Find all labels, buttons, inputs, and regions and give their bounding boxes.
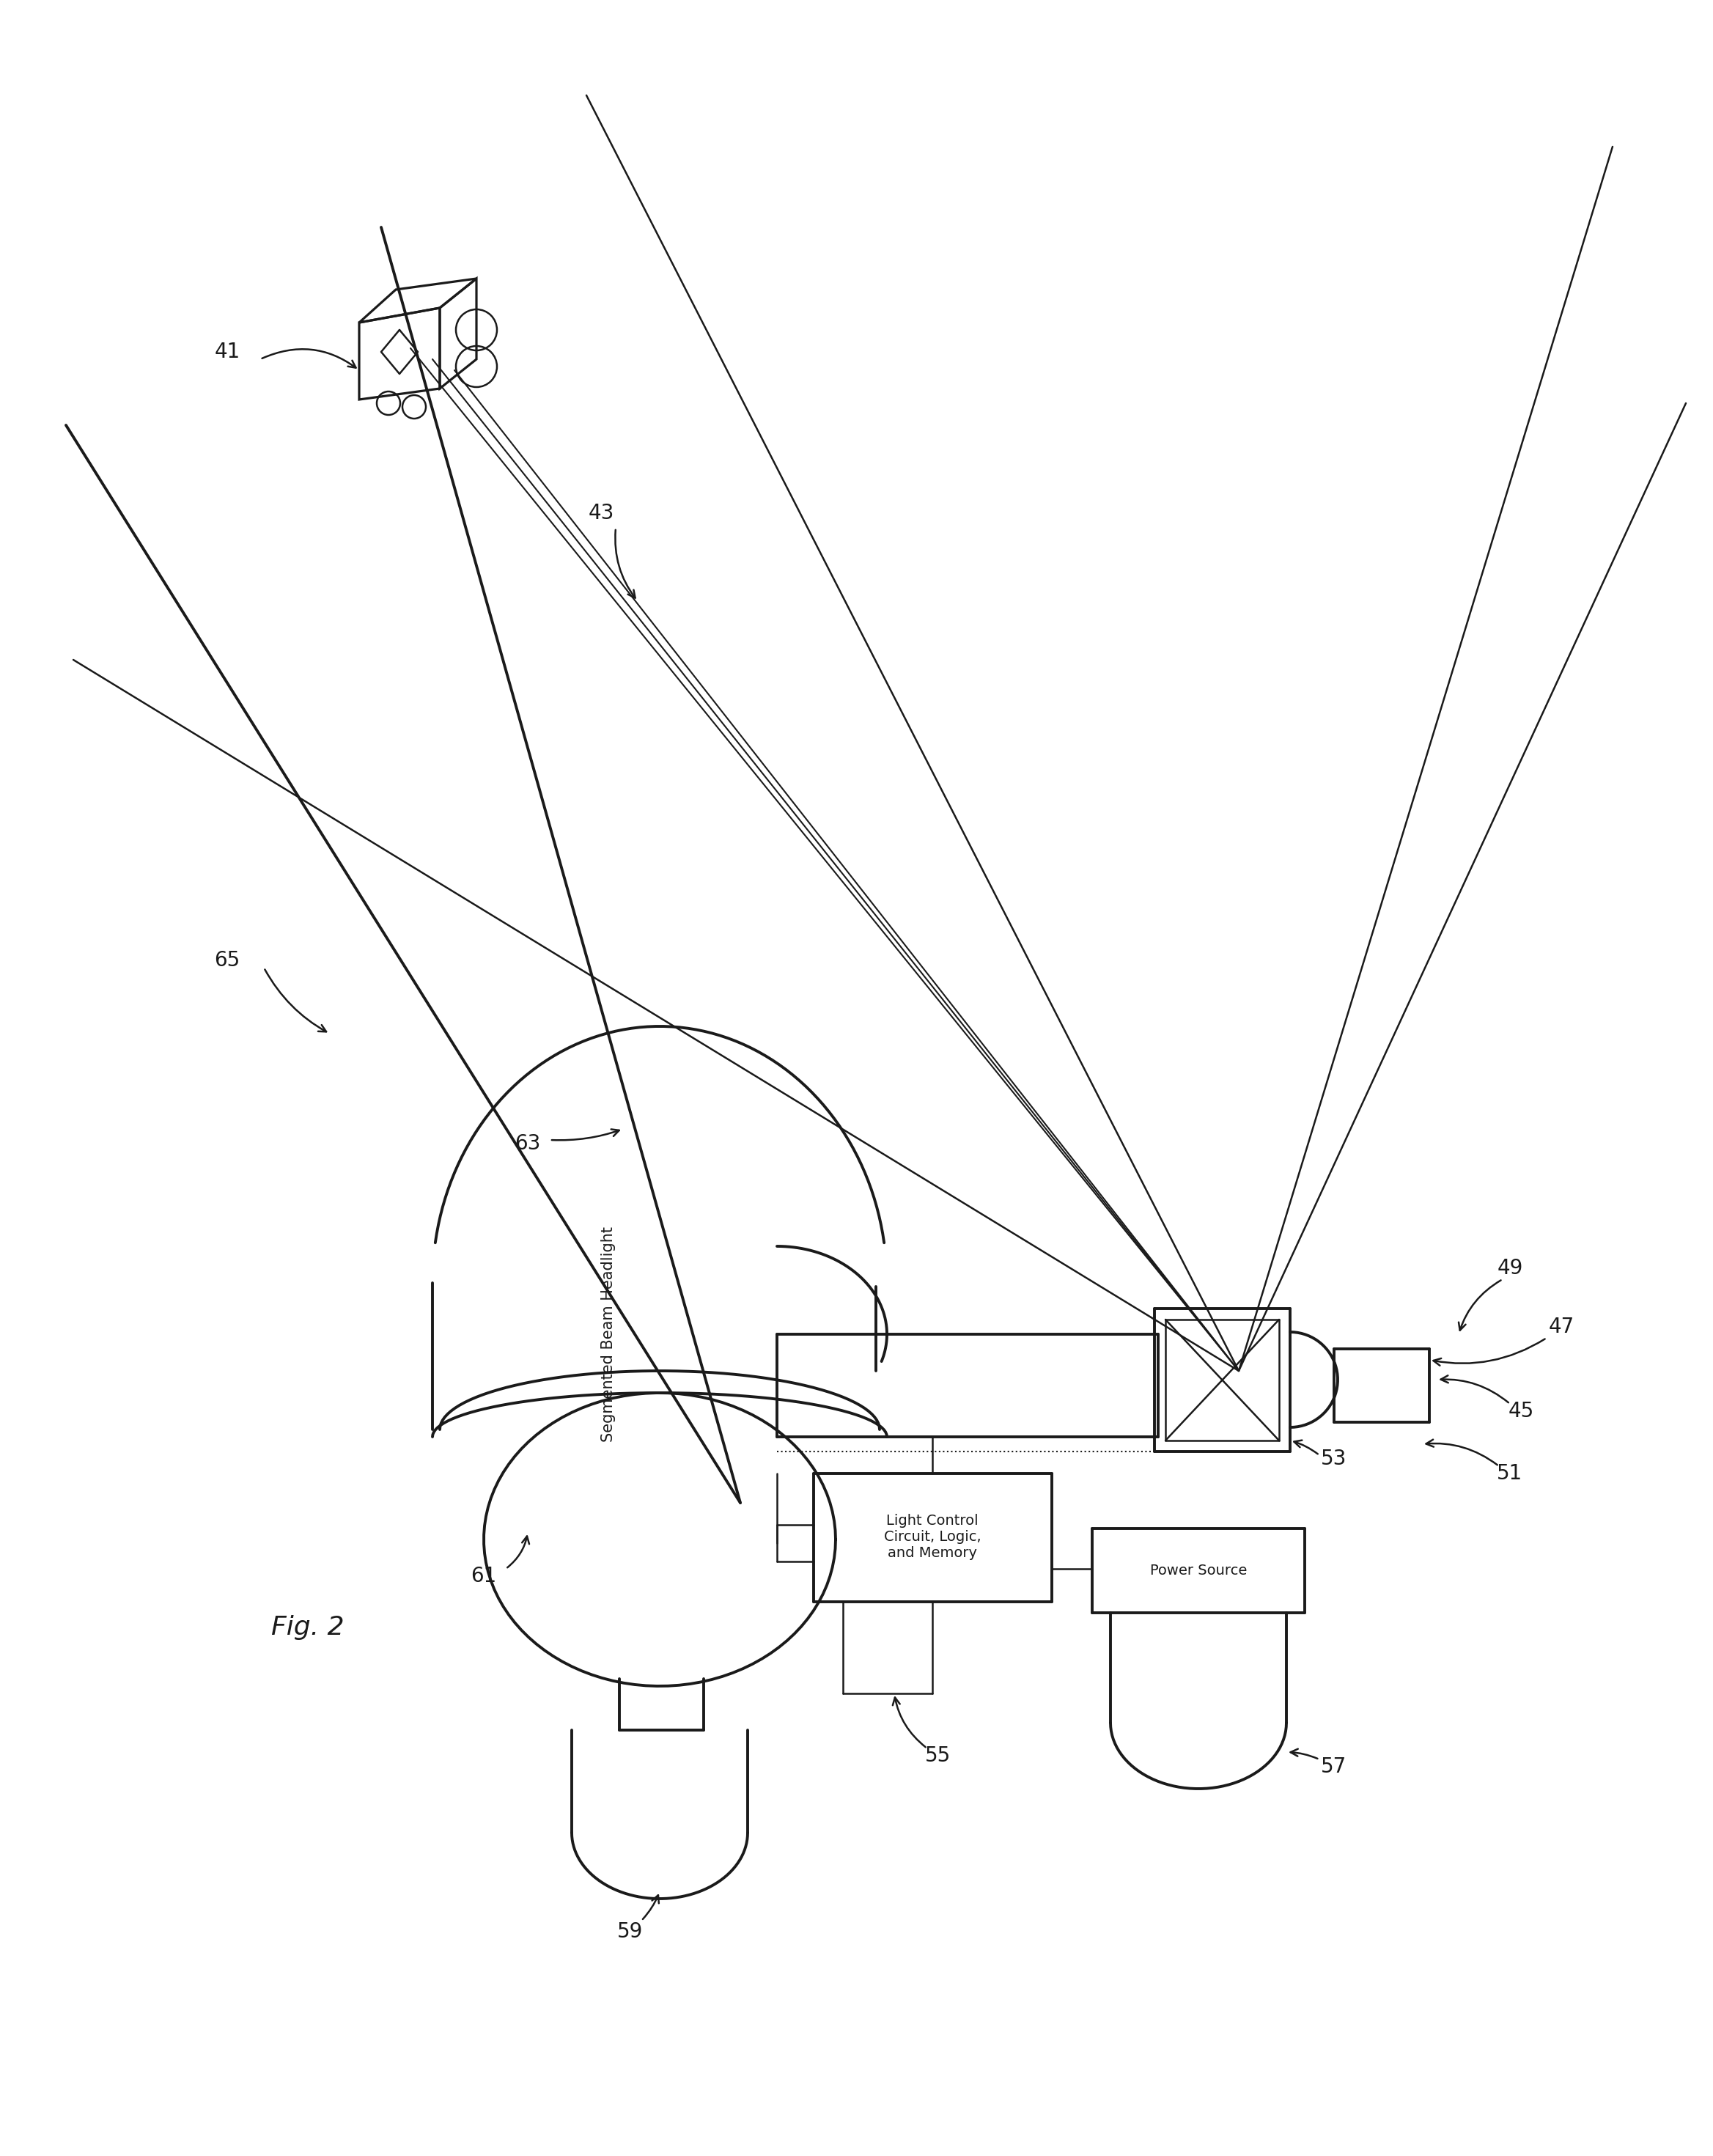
Text: 47: 47 [1549,1317,1574,1337]
FancyArrowPatch shape [642,1895,660,1919]
Text: Light Control
Circuit, Logic,
and Memory: Light Control Circuit, Logic, and Memory [884,1514,982,1561]
Text: 55: 55 [925,1746,951,1766]
FancyArrowPatch shape [1425,1440,1497,1464]
Text: 59: 59 [617,1921,644,1943]
Text: 53: 53 [1321,1449,1346,1468]
Text: Segmented Beam Headlight: Segmented Beam Headlight [601,1227,615,1442]
FancyArrowPatch shape [615,530,636,597]
FancyArrowPatch shape [507,1537,529,1567]
Text: 51: 51 [1497,1464,1523,1483]
Text: 43: 43 [588,502,613,524]
Text: Power Source: Power Source [1149,1563,1247,1578]
Text: 61: 61 [471,1565,497,1587]
FancyArrowPatch shape [1434,1339,1545,1365]
Text: 63: 63 [516,1134,541,1153]
FancyArrowPatch shape [266,970,325,1033]
Text: 65: 65 [214,951,240,970]
FancyArrowPatch shape [1459,1281,1501,1330]
Text: 41: 41 [214,341,240,362]
FancyArrowPatch shape [892,1697,925,1746]
FancyArrowPatch shape [552,1130,618,1141]
Text: 45: 45 [1507,1401,1533,1421]
FancyArrowPatch shape [1441,1376,1509,1404]
FancyArrowPatch shape [1290,1749,1317,1759]
FancyArrowPatch shape [1293,1440,1317,1453]
Text: Fig. 2: Fig. 2 [271,1615,344,1641]
FancyArrowPatch shape [262,349,356,369]
Text: 57: 57 [1321,1757,1346,1777]
Text: 49: 49 [1497,1257,1523,1279]
